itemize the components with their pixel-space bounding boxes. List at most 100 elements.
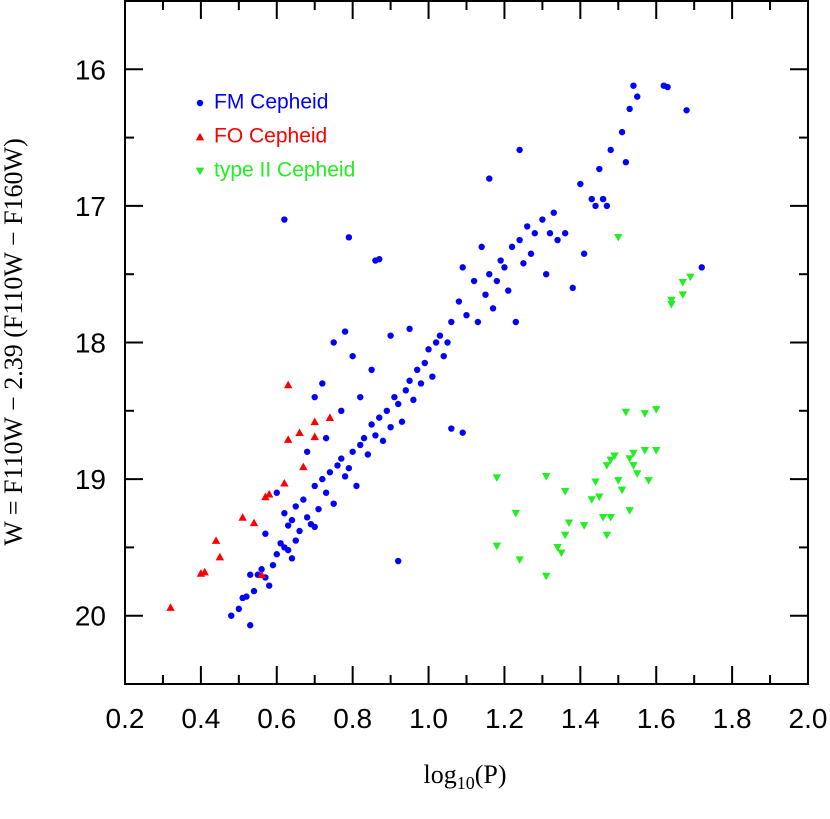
data-point	[315, 505, 322, 513]
data-point	[281, 510, 288, 517]
y-tick-label: 17	[75, 191, 106, 222]
data-point	[539, 216, 546, 223]
data-point	[550, 209, 557, 216]
data-point	[425, 346, 432, 353]
data-point	[478, 243, 485, 251]
data-point	[303, 514, 311, 521]
data-point	[387, 423, 394, 431]
data-point	[357, 393, 364, 401]
data-point	[577, 180, 584, 188]
data-point	[376, 255, 383, 263]
x-tick-label: 1.8	[713, 703, 752, 734]
data-point	[622, 158, 630, 166]
data-point	[618, 128, 626, 136]
data-point	[591, 478, 600, 487]
data-point	[440, 352, 447, 360]
data-point	[625, 507, 634, 515]
data-point	[310, 417, 319, 426]
data-point	[492, 542, 502, 551]
data-point	[360, 434, 368, 442]
data-point	[667, 300, 676, 309]
data-point	[243, 593, 250, 600]
data-point	[379, 437, 387, 445]
data-point	[353, 482, 360, 490]
data-point	[310, 432, 319, 441]
data-point	[269, 561, 277, 569]
data-point	[395, 557, 402, 565]
x-tick-label: 1.6	[637, 703, 676, 734]
data-point	[406, 377, 413, 384]
data-point	[678, 279, 687, 287]
data-point	[284, 522, 292, 529]
data-point	[554, 236, 561, 244]
x-tick-label: 1.4	[561, 703, 600, 734]
legend-label: type II Cepheid	[214, 159, 355, 182]
data-point	[542, 271, 550, 278]
data-point	[262, 530, 269, 537]
x-tick-label: 0.8	[333, 703, 372, 734]
data-point	[288, 555, 296, 562]
data-point	[579, 522, 589, 530]
data-point	[292, 503, 299, 510]
data-point	[617, 486, 627, 495]
data-point	[410, 396, 417, 404]
data-point	[235, 605, 243, 613]
data-point	[474, 318, 482, 326]
data-point	[459, 264, 466, 271]
data-point	[277, 540, 284, 547]
data-point	[664, 83, 671, 91]
data-point	[257, 570, 266, 579]
x-tick-label: 1.0	[409, 703, 448, 734]
data-point	[349, 448, 356, 455]
data-point	[527, 250, 535, 257]
data-point	[300, 496, 307, 503]
legend-marker	[195, 132, 205, 141]
data-point	[292, 537, 299, 544]
data-point	[429, 373, 436, 380]
data-point	[652, 447, 661, 455]
data-point	[686, 273, 695, 282]
data-point	[448, 318, 455, 326]
data-point	[395, 400, 402, 408]
y-tick-label: 19	[75, 464, 106, 495]
data-point	[508, 243, 516, 251]
data-point	[417, 380, 425, 387]
data-point	[595, 493, 604, 502]
data-point	[561, 230, 569, 237]
data-point	[391, 393, 398, 401]
data-point	[406, 325, 413, 333]
data-point	[634, 93, 641, 100]
data-point	[598, 513, 608, 522]
data-point	[341, 328, 349, 335]
data-point	[459, 429, 466, 436]
data-point	[280, 478, 289, 487]
data-point	[546, 230, 554, 237]
data-point	[524, 223, 531, 230]
data-point	[587, 496, 596, 504]
data-point	[557, 549, 566, 558]
data-point	[531, 230, 538, 237]
data-point	[319, 380, 326, 387]
x-tick-label: 0.2	[106, 703, 145, 734]
data-point	[560, 531, 570, 540]
data-point	[607, 146, 614, 154]
data-point	[698, 264, 705, 271]
data-point	[493, 277, 501, 285]
data-point	[678, 291, 687, 299]
data-point	[520, 260, 527, 267]
data-point	[283, 380, 293, 389]
data-point	[311, 523, 318, 531]
data-point	[512, 318, 520, 326]
data-point	[311, 482, 318, 490]
y-tick-label: 16	[75, 54, 106, 85]
data-point	[326, 469, 334, 476]
data-point	[295, 428, 304, 437]
data-point	[383, 407, 391, 414]
data-point	[215, 552, 225, 561]
data-point	[322, 434, 330, 442]
data-point	[288, 516, 296, 524]
data-point	[436, 332, 444, 339]
data-point	[368, 421, 375, 428]
x-label-part: (P)	[475, 760, 507, 789]
data-point	[376, 414, 383, 421]
